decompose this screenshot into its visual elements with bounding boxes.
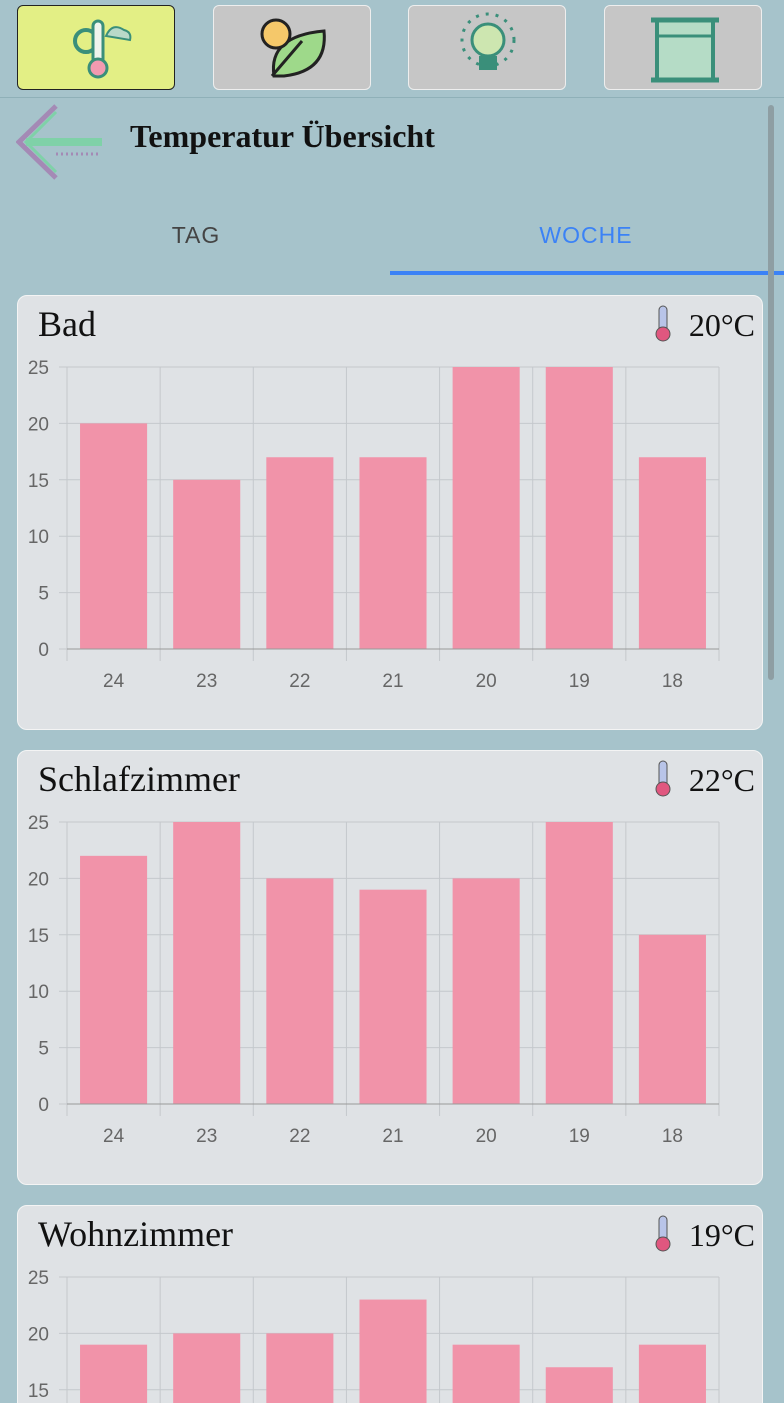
x-tick-label: 20: [476, 1126, 497, 1147]
bar: [80, 855, 148, 1104]
thermometer-bulb: [655, 781, 671, 797]
y-tick-label: 25: [28, 813, 49, 834]
room-card: Bad 20°C 0 5 10 15 20 25 24 23 22 21 20 19 18: [17, 295, 763, 730]
y-tick-label: 25: [28, 358, 49, 379]
tab-selected[interactable]: WOCHE: [539, 222, 633, 248]
bar: [173, 479, 241, 649]
bar: [452, 367, 520, 649]
bar: [545, 367, 613, 649]
thermometer-bulb: [655, 326, 671, 342]
y-tick-label: 5: [38, 1039, 49, 1060]
scrollbar: [768, 105, 774, 680]
bar: [173, 822, 241, 1104]
room-card: Schlafzimmer 22°C 0 5 10 15 20 25 24 23 22 21 20 19 18: [17, 750, 763, 1185]
bar: [545, 822, 613, 1104]
y-tick-label: 15: [28, 926, 49, 947]
y-tick-label: 20: [28, 869, 49, 890]
nav-light[interactable]: [408, 5, 566, 90]
x-tick-label: 21: [382, 671, 403, 692]
chart: Bad 20°C 0 5 10 15 20 25 24 23 22 21 20 19 18: [28, 304, 755, 692]
bar: [266, 457, 334, 649]
tab-indicator: [390, 271, 784, 275]
x-tick-label: 24: [103, 1126, 125, 1147]
thermometer-bulb: [655, 1236, 671, 1252]
x-tick-label: 22: [289, 671, 310, 692]
x-tick-label: 23: [196, 1126, 217, 1147]
bar: [638, 1344, 706, 1403]
y-tick-label: 0: [38, 1095, 49, 1116]
icon: [651, 17, 719, 83]
icon: [260, 18, 326, 78]
nav-window[interactable]: [604, 5, 762, 90]
card-title: Schlafzimmer: [38, 759, 240, 799]
bar: [359, 457, 427, 649]
bar: [173, 1333, 241, 1403]
x-tick-label: 23: [196, 671, 217, 692]
bar: [638, 457, 706, 649]
y-tick-label: 15: [28, 471, 49, 492]
bar: [452, 1344, 520, 1403]
y-tick-label: 5: [38, 584, 49, 605]
y-tick-label: 20: [28, 414, 49, 435]
x-tick-label: 22: [289, 1126, 310, 1147]
x-tick-label: 18: [662, 1126, 683, 1147]
bar: [80, 1344, 148, 1403]
bar: [266, 1333, 334, 1403]
bar: [638, 934, 706, 1104]
divider: [0, 97, 784, 98]
nav-plants[interactable]: [213, 5, 371, 90]
reading: 20°C: [689, 307, 755, 343]
back-button[interactable]: [16, 104, 106, 184]
x-tick-label: 24: [103, 671, 125, 692]
card-title: Wohnzimmer: [38, 1214, 233, 1254]
x-tick-label: 18: [662, 671, 683, 692]
reading: 19°C: [689, 1217, 755, 1253]
icon: [460, 12, 516, 70]
page-title: Temperatur Übersicht: [130, 118, 435, 154]
y-tick-label: 25: [28, 1268, 49, 1289]
x-tick-label: 20: [476, 671, 497, 692]
card-title: Bad: [38, 304, 96, 344]
x-tick-label: 21: [382, 1126, 403, 1147]
chart: Schlafzimmer 22°C 0 5 10 15 20 25 24 23 22 21 20 19 18: [28, 759, 755, 1147]
x-tick-label: 19: [569, 671, 590, 692]
bar: [266, 878, 334, 1104]
bar: [359, 889, 427, 1104]
tab[interactable]: TAG: [171, 222, 221, 248]
bar: [80, 423, 148, 649]
y-tick-label: 0: [38, 640, 49, 661]
y-tick-label: 10: [28, 982, 49, 1003]
y-tick-label: 15: [28, 1381, 49, 1402]
y-tick-label: 20: [28, 1324, 49, 1345]
nav-temperature[interactable]: [17, 5, 175, 90]
bar: [359, 1299, 427, 1403]
y-tick-label: 10: [28, 527, 49, 548]
reading: 22°C: [689, 762, 755, 798]
icon: [73, 19, 132, 79]
bar: [545, 1367, 613, 1403]
x-tick-label: 19: [569, 1126, 590, 1147]
bar: [452, 878, 520, 1104]
